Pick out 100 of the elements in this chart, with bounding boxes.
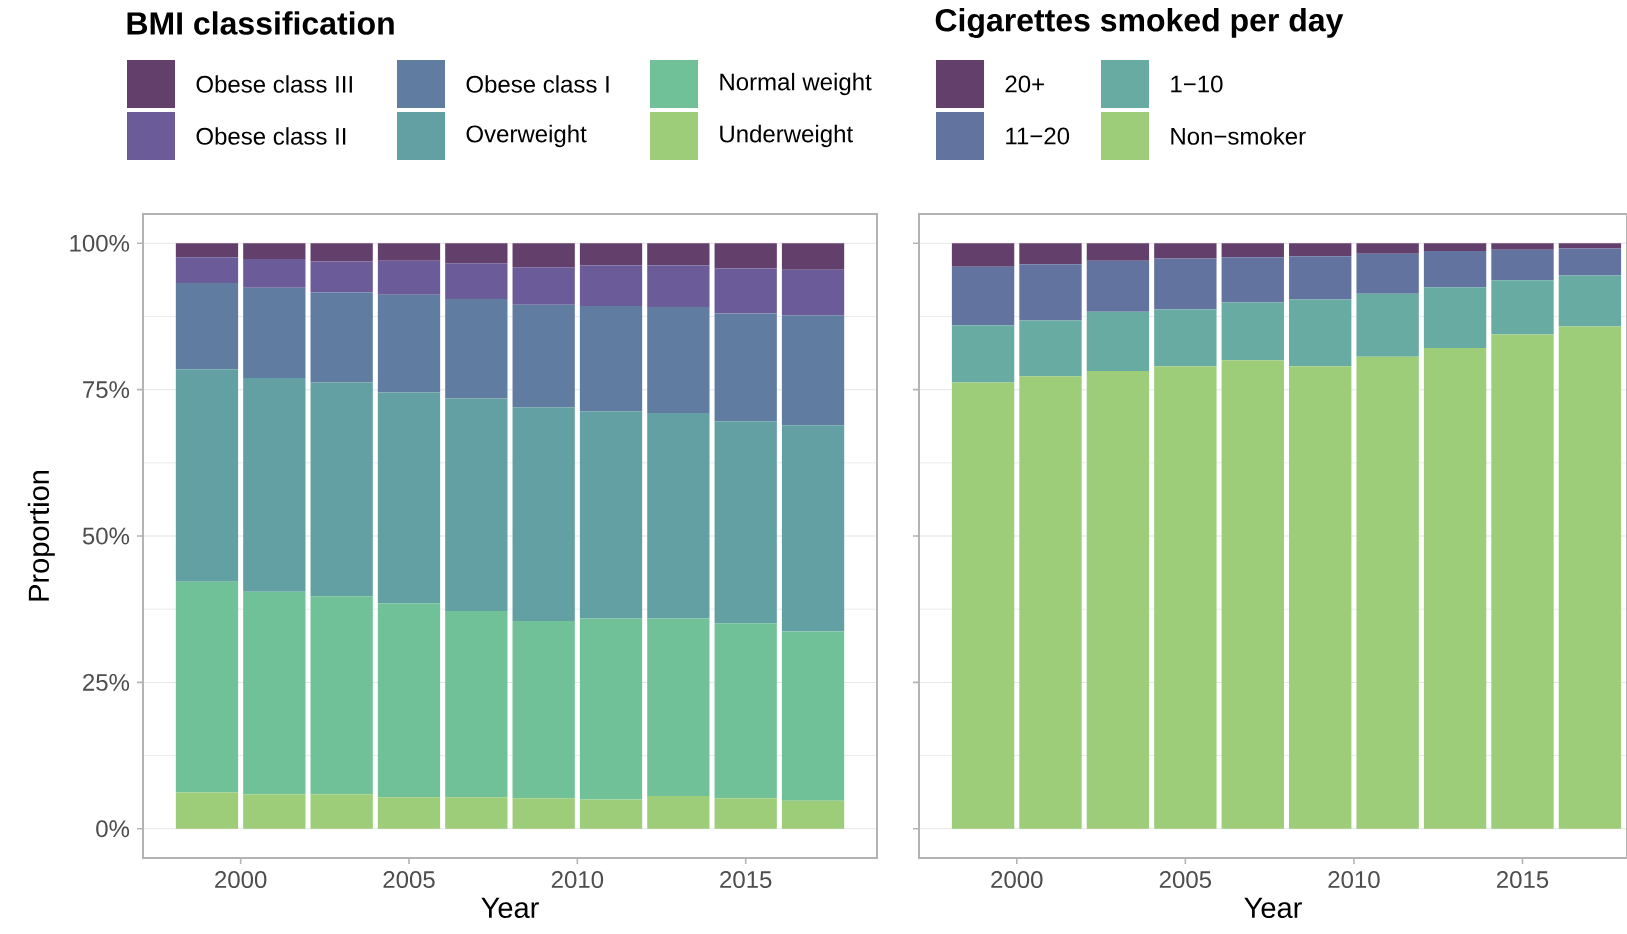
bar bbox=[1086, 243, 1150, 261]
bar bbox=[951, 382, 1015, 829]
bar bbox=[310, 261, 373, 293]
bar bbox=[243, 259, 306, 288]
bar bbox=[647, 618, 710, 796]
bar bbox=[579, 243, 643, 266]
x-tick-label: 2010 bbox=[1328, 871, 1380, 889]
bar bbox=[310, 596, 373, 795]
bar bbox=[1491, 243, 1554, 250]
bar bbox=[781, 269, 845, 316]
legend-title: Cigarettes smoked per day bbox=[935, 8, 1344, 38]
bar bbox=[1356, 356, 1419, 829]
bar bbox=[445, 298, 508, 399]
x-tick-label: 2010 bbox=[551, 871, 604, 889]
bar bbox=[781, 800, 845, 829]
legend-label: Overweight bbox=[466, 124, 587, 148]
y-tick-label: 0% bbox=[96, 820, 130, 838]
bar bbox=[377, 603, 441, 798]
bar bbox=[1356, 293, 1419, 357]
legend-label: Non−smoker bbox=[1171, 127, 1306, 145]
bar bbox=[1289, 366, 1352, 829]
bar bbox=[1423, 243, 1487, 251]
bar bbox=[1154, 366, 1217, 829]
bar bbox=[781, 243, 845, 270]
bar bbox=[1558, 248, 1622, 276]
bar bbox=[1491, 249, 1554, 281]
bar bbox=[714, 243, 777, 269]
bar bbox=[243, 243, 306, 260]
bar bbox=[1019, 243, 1082, 265]
bar bbox=[1154, 243, 1217, 259]
bar bbox=[310, 292, 373, 383]
bar bbox=[1086, 370, 1150, 829]
y-tick-label: 50% bbox=[82, 527, 130, 545]
bar bbox=[1154, 258, 1217, 310]
bar bbox=[1356, 243, 1419, 254]
bar bbox=[512, 243, 575, 268]
x-tick-label: 2000 bbox=[991, 871, 1043, 889]
bar bbox=[175, 581, 239, 793]
legend-label: 11−20 bbox=[1006, 127, 1070, 145]
x-tick-label: 2015 bbox=[720, 871, 772, 889]
y-tick-label: 75% bbox=[83, 381, 130, 399]
bar bbox=[647, 265, 710, 308]
bar bbox=[1086, 260, 1150, 312]
bar bbox=[445, 398, 508, 611]
y-tick-label: 100% bbox=[70, 234, 130, 252]
bar bbox=[175, 243, 239, 258]
x-tick-label: 2015 bbox=[1496, 871, 1549, 889]
bar bbox=[1289, 256, 1352, 300]
bar bbox=[445, 243, 508, 264]
bar bbox=[781, 631, 845, 801]
bar bbox=[1491, 280, 1554, 335]
bar bbox=[1019, 376, 1082, 829]
bar bbox=[1221, 360, 1284, 829]
bar bbox=[377, 797, 441, 829]
legend-label: Obese class III bbox=[196, 75, 352, 93]
bar bbox=[1154, 309, 1217, 367]
bar bbox=[310, 243, 373, 262]
x-tick-label: 2005 bbox=[1159, 871, 1212, 889]
bar bbox=[310, 382, 373, 597]
bar bbox=[243, 287, 306, 378]
bar bbox=[1558, 243, 1622, 249]
legend-label: 1−10 bbox=[1171, 75, 1223, 93]
bar bbox=[512, 304, 575, 408]
bar bbox=[1423, 287, 1487, 349]
bar bbox=[512, 267, 575, 305]
bar bbox=[445, 263, 508, 299]
bar bbox=[781, 425, 845, 632]
bar bbox=[1019, 320, 1082, 377]
legend-label: 20+ bbox=[1005, 75, 1044, 93]
bar bbox=[310, 794, 373, 829]
bar bbox=[579, 618, 643, 800]
bar bbox=[512, 798, 575, 829]
bar bbox=[647, 413, 710, 619]
bar bbox=[1423, 348, 1487, 829]
bar bbox=[579, 265, 643, 306]
bar bbox=[377, 243, 441, 261]
bar bbox=[175, 283, 239, 370]
bar bbox=[377, 294, 441, 393]
bar bbox=[377, 260, 441, 295]
bar bbox=[647, 243, 710, 266]
x-axis-title: Year bbox=[1244, 897, 1302, 919]
bar bbox=[1558, 275, 1622, 327]
bar bbox=[175, 792, 239, 829]
legend-title: BMI classification bbox=[127, 11, 394, 35]
bar bbox=[1356, 253, 1419, 294]
bar bbox=[512, 407, 575, 621]
bar bbox=[175, 257, 239, 284]
bar bbox=[1491, 334, 1554, 829]
bar bbox=[512, 620, 575, 799]
bar bbox=[175, 369, 239, 582]
x-tick-label: 2005 bbox=[383, 871, 435, 889]
bar bbox=[1423, 250, 1487, 288]
bar bbox=[1289, 243, 1352, 257]
bar bbox=[714, 268, 777, 314]
bar bbox=[647, 795, 710, 829]
bar bbox=[579, 411, 643, 619]
bar bbox=[714, 313, 777, 422]
bar bbox=[579, 305, 643, 412]
bar bbox=[1289, 299, 1352, 367]
bar bbox=[377, 392, 441, 604]
